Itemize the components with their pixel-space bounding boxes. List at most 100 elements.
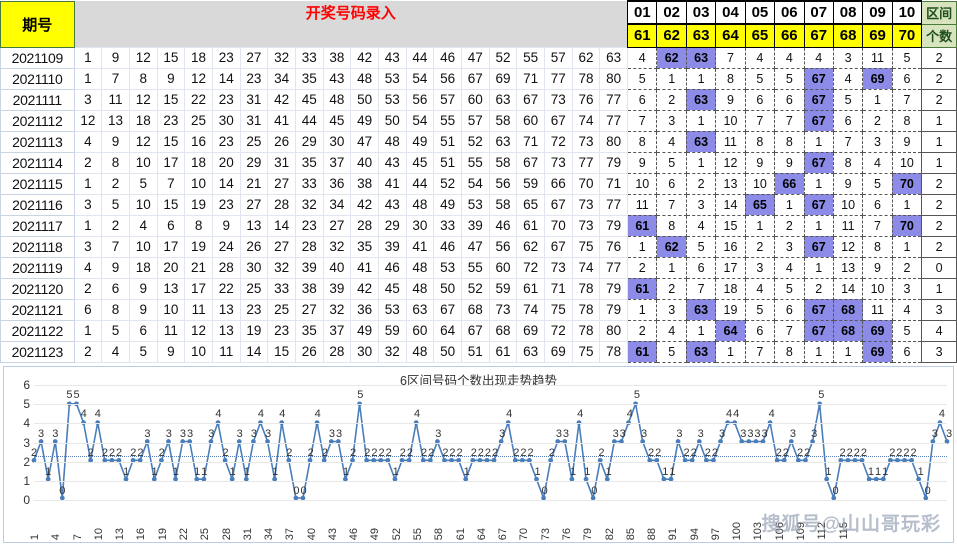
draw-number-cell: 56	[405, 88, 435, 111]
chart-x-tick-label: 52	[390, 527, 403, 540]
draw-number-cell: 54	[405, 109, 435, 132]
zone-count-cell: 2	[921, 67, 957, 90]
chart-x-tick-label: 112	[816, 522, 829, 540]
draw-number-cell: 44	[294, 109, 324, 132]
zone-hit-cell: 67	[803, 88, 834, 111]
zone-miss-cell: 1	[803, 340, 834, 363]
draw-number-cell: 66	[543, 172, 573, 195]
chart-data-label: 3	[208, 427, 215, 440]
chart-data-label: 2	[137, 446, 144, 459]
draw-number-cell: 67	[543, 193, 573, 216]
zone-miss-cell: 8	[774, 130, 805, 153]
draw-number-cell: 55	[516, 46, 545, 69]
chart-data-label: 1	[867, 465, 875, 478]
draw-number-cell: 18	[128, 256, 158, 279]
chart-x-tick-label: 82	[603, 527, 616, 540]
draw-number-cell: 65	[516, 193, 545, 216]
draw-number-cell: 20	[156, 256, 186, 279]
draw-number-cell: 1	[73, 46, 103, 69]
chart-data-label: 2	[307, 446, 314, 459]
draw-number-cell: 50	[433, 340, 462, 363]
zone-miss-cell: 11	[862, 298, 893, 321]
zone-count-cell: 3	[921, 340, 957, 363]
zone-miss-cell: 4	[803, 46, 834, 69]
chart-data-label: 4	[257, 408, 265, 421]
chart-data-label: 3	[179, 427, 187, 440]
zone-miss-cell: 3	[685, 193, 717, 216]
draw-number-cell: 79	[599, 277, 629, 300]
draw-number-cell: 55	[460, 151, 490, 174]
draw-number-cell: 55	[460, 256, 490, 279]
zone-number-header-7: 68	[832, 23, 864, 48]
draw-number-cell: 45	[405, 151, 435, 174]
zone-miss-cell: 12	[832, 235, 864, 258]
zone-miss-cell: 1	[803, 130, 834, 153]
chart-data-label: 4	[506, 408, 513, 421]
chart-data-label: 2	[222, 446, 229, 459]
zone-miss-cell: 8	[715, 67, 746, 90]
zone-hit-cell: 67	[803, 151, 834, 174]
draw-number-cell: 63	[488, 130, 518, 153]
draw-number-cell: 49	[405, 130, 435, 153]
zone-hit-cell: 69	[862, 67, 893, 90]
zone-hit-cell: 70	[891, 214, 923, 237]
chart-data-label: 5	[818, 389, 825, 402]
draw-number-cell: 28	[294, 235, 324, 258]
draw-number-cell: 10	[128, 235, 158, 258]
zone-count-cell: 1	[921, 130, 957, 153]
draw-number-cell: 53	[377, 67, 407, 90]
chart-data-label: 1	[882, 465, 889, 478]
chart-x-tick-label: 1	[29, 533, 41, 540]
zone-col-header-1: 02	[656, 0, 687, 25]
draw-number-cell: 32	[377, 340, 407, 363]
zone-miss-cell: 1	[891, 235, 923, 258]
zone-miss-cell: 16	[715, 235, 746, 258]
draw-number-cell: 51	[433, 130, 462, 153]
chart-data-label: 3	[555, 427, 562, 440]
chart-y-tick-label: 5	[23, 397, 30, 412]
draw-number-cell: 13	[101, 109, 130, 132]
draw-number-cell: 44	[405, 172, 435, 195]
table-row: 2021110 1 7 8 9 12 14 23 34 35 43 48 53 54 56 67 69 71 77 7…	[0, 67, 957, 90]
draw-number-cell: 71	[516, 67, 545, 90]
zone-miss-cell: 8	[656, 214, 687, 237]
zone-hit-cell: 61	[627, 214, 658, 237]
chart-data-label: 4	[577, 408, 584, 421]
chart-x-tick-label: 73	[539, 527, 552, 540]
zone-miss-cell: 6	[891, 67, 923, 90]
draw-number-cell: 49	[350, 109, 379, 132]
zone-hit-cell: 63	[685, 88, 717, 111]
chart-data-label: 3	[676, 427, 683, 440]
draw-number-cell: 49	[433, 193, 462, 216]
zone-hit-cell: 69	[862, 319, 893, 342]
chart-data-label: 5	[633, 389, 640, 402]
chart-data-label: 2	[896, 446, 903, 459]
draw-number-cell: 62	[571, 46, 601, 69]
zone-miss-cell: 5	[744, 298, 776, 321]
draw-number-cell: 55	[433, 109, 462, 132]
chart-y-tick-label: 4	[23, 416, 30, 431]
draw-number-cell: 29	[294, 130, 324, 153]
draw-number-cell: 15	[156, 46, 186, 69]
draw-number-cell: 74	[571, 256, 601, 279]
chart-data-label: 4	[938, 408, 945, 421]
zone-number-header-5: 66	[774, 23, 805, 48]
header-entry-title: 开奖号码录入	[74, 0, 628, 25]
draw-number-cell: 5	[101, 319, 130, 342]
zone-miss-cell: 8	[891, 109, 923, 132]
zone-col-header-9: 10	[891, 0, 923, 25]
period-cell: 2021116	[0, 193, 75, 216]
draw-number-cell: 48	[322, 88, 352, 111]
chart-data-label: 0	[59, 485, 66, 497]
chart-data-label: 2	[456, 446, 463, 459]
zone-miss-cell: 4	[862, 151, 893, 174]
zone-hit-cell: 63	[685, 130, 717, 153]
draw-number-cell: 51	[433, 151, 462, 174]
chart-data-label: 1	[534, 465, 541, 478]
draw-number-cell: 1	[73, 214, 103, 237]
period-cell: 2021119	[0, 256, 75, 279]
draw-number-cell: 32	[322, 235, 352, 258]
draw-number-cell: 18	[184, 151, 213, 174]
